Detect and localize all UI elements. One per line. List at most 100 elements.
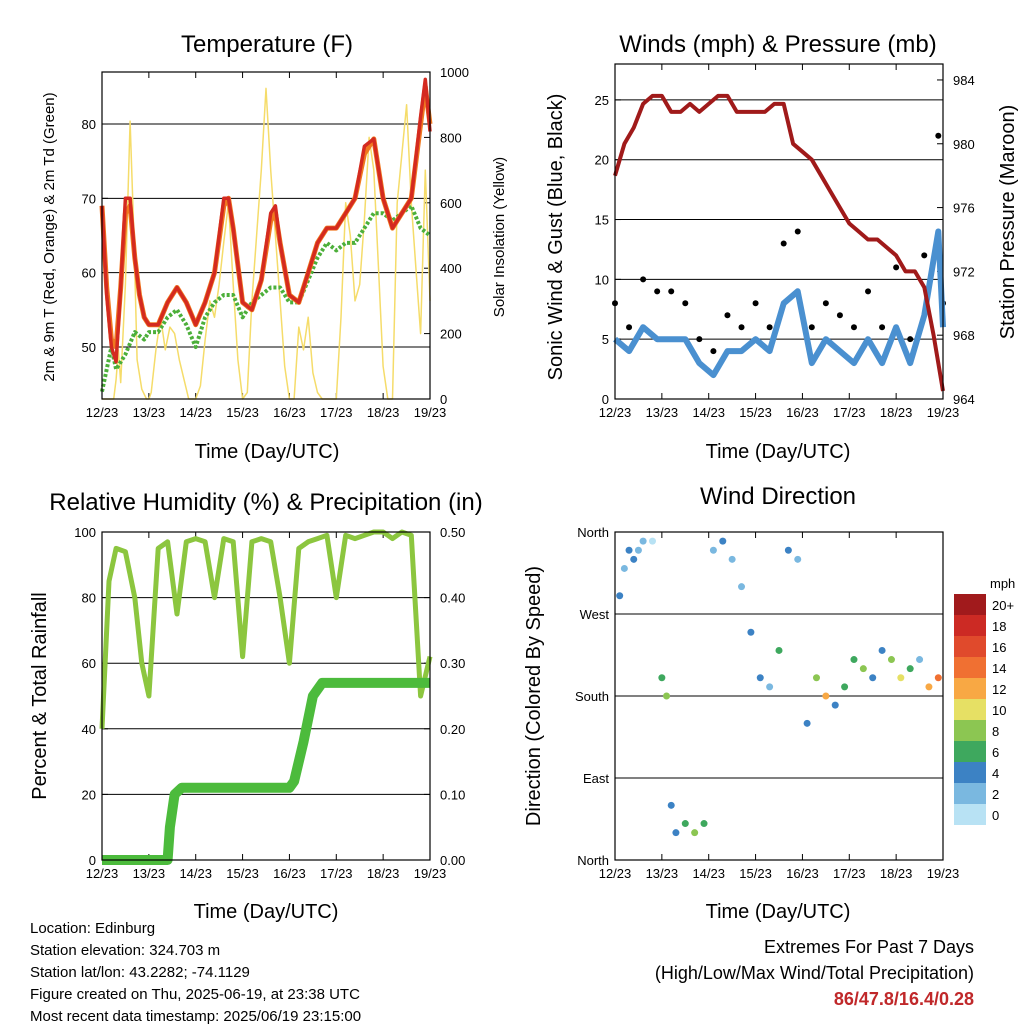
winds-ylabel: Sonic Wind & Gust (Blue, Black) [545,94,567,381]
gust-point [626,324,633,331]
gust-point [893,264,900,271]
gust-point [696,336,703,343]
winds-xlabel: Time (Day/UTC) [706,441,851,463]
y-tick-label: 15 [595,213,609,228]
legend-title: mph [990,576,1015,591]
x-tick-label: 13/23 [646,405,679,420]
direction-point [766,683,774,691]
direction-point [869,674,877,682]
x-tick-label: 19/23 [927,866,960,881]
x-tick-label: 12/23 [86,405,119,420]
direction-point [625,546,633,554]
legend-swatch [954,741,986,762]
x-tick-label: 15/23 [226,866,259,881]
x-tick-label: 14/23 [179,405,212,420]
y-tick-label: 60 [82,656,96,671]
x-tick-label: 15/23 [226,405,259,420]
legend-label: 14 [992,661,1006,676]
direction-point [681,820,689,828]
x-tick-label: 14/23 [692,405,725,420]
y-tick-label: 0 [602,392,609,407]
y-tick-label: 20 [82,787,96,802]
gust-point [724,312,731,319]
direction-point [667,801,675,809]
y-tick-label: 5 [602,332,609,347]
plot-border [614,531,944,861]
legend-label: 6 [992,745,999,760]
wind-direction-xlabel: Time (Day/UTC) [706,901,851,923]
temperature-ylabel: 2m & 9m T (Red, Orange) & 2m Td (Green) [41,92,58,381]
station-info: Location: Edinburg Station elevation: 32… [30,918,361,1028]
gust-point [935,132,942,139]
legend-label: 2 [992,787,999,802]
precip-line [102,677,430,865]
temperature-y2label: Solar Insolation (Yellow) [491,157,508,317]
x-tick-label: 13/23 [133,405,166,420]
y2-tick-label: 0.00 [440,853,465,868]
x-tick-label: 16/23 [786,405,819,420]
y2-tick-label: 984 [953,73,975,88]
direction-point [634,546,642,554]
y-tick-label: 10 [595,272,609,287]
x-tick-label: 15/23 [739,866,772,881]
humidity-title: Relative Humidity (%) & Precipitation (i… [49,489,482,516]
legend-swatch [954,762,986,783]
legend-swatch [954,804,986,825]
direction-point [887,656,895,664]
legend-swatch [954,615,986,636]
humidity-plot: 0 20 40 60 80 100 0.00 0.10 0.20 0.30 0.40 0.50 12/2… [74,525,465,881]
y-tick-label: 20 [595,153,609,168]
direction-point [784,546,792,554]
plot-border [101,71,431,400]
gust-point [907,336,914,343]
extremes-title: Extremes For Past 7 Days [763,937,974,957]
temperature-title: Temperature (F) [181,31,353,58]
wind-direction-panel: Wind Direction NorthWestSouthEastNorth12… [523,483,1015,923]
t2m-line [100,77,432,364]
x-tick-label: 17/23 [833,405,866,420]
gust-point [710,348,717,355]
gust-point [808,324,815,331]
direction-point [719,537,727,545]
y-tick-label: 0 [89,853,96,868]
location-text: Location: Edinburg [30,920,156,937]
humidity-panel: Relative Humidity (%) & Precipitation (i… [29,489,483,923]
gust-point [822,300,829,307]
x-tick-label: 12/23 [599,866,632,881]
direction-point [663,692,671,700]
x-tick-label: 12/23 [86,866,119,881]
direction-point [672,829,680,837]
direction-point [878,646,886,654]
direction-point [859,665,867,673]
legend-label: 10 [992,703,1006,718]
y2-tick-label: 800 [440,130,462,145]
solar-line [102,87,431,400]
x-tick-label: 16/23 [786,866,819,881]
direction-point [841,683,849,691]
legend-swatch [954,699,986,720]
y2-tick-label: 964 [953,392,975,407]
y-tick-label: 80 [82,591,96,606]
direction-point [691,829,699,837]
speed-legend: mph 20+ 18 16 14 12 10 8 6 4 2 0 [954,576,1015,825]
gust-point [682,300,689,307]
direction-point [709,546,717,554]
winds-panel: Winds (mph) & Pressure (mb) 0 5 10 15 20 25 96… [545,31,1019,463]
x-tick-label: 13/23 [646,866,679,881]
gust-point [780,240,787,247]
legend-swatch [954,783,986,804]
gust-point [794,228,801,235]
x-tick-label: 18/23 [367,866,400,881]
x-tick-label: 19/23 [414,866,447,881]
direction-point [756,674,764,682]
y2-tick-label: 0.40 [440,591,465,606]
legend-label: 20+ [992,598,1014,613]
y2-tick-label: 972 [953,264,975,279]
rh-line [99,529,433,729]
legend-label: 0 [992,808,999,823]
gust-point [752,300,759,307]
winds-plot: 0 5 10 15 20 25 964 968 972 976 980 984 12/23 13/23 14… [595,63,975,420]
